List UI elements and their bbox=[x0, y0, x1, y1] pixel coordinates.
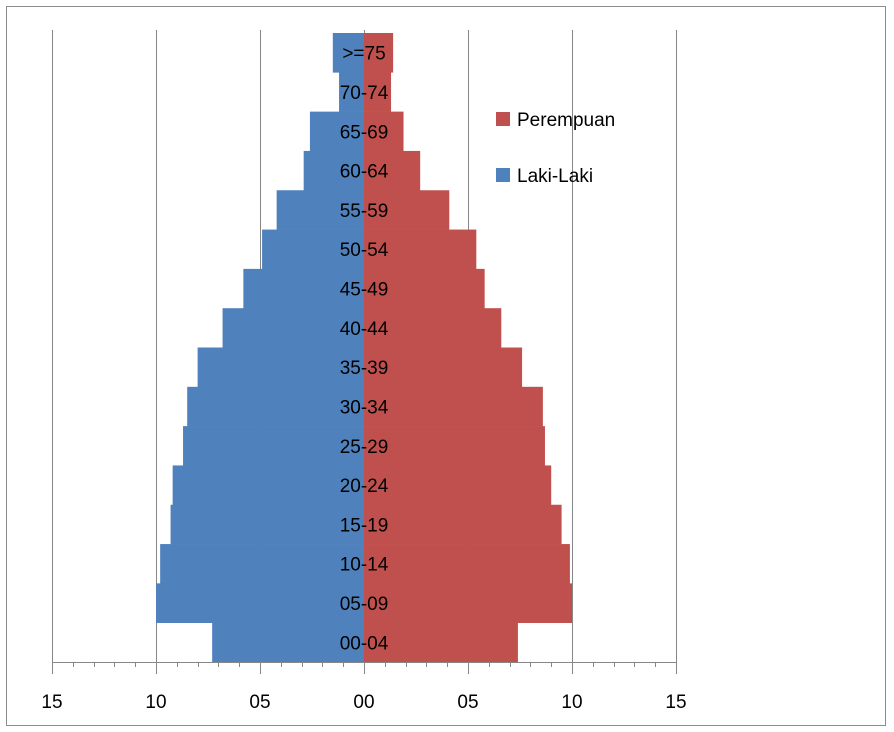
bar-perempuan-6569 bbox=[364, 111, 404, 152]
bar-laki-laki-3539 bbox=[197, 347, 364, 388]
bars bbox=[156, 33, 572, 663]
bar-perempuan-2529 bbox=[364, 426, 545, 466]
x-axis: 15 10 05 00 05 10 15 bbox=[41, 662, 687, 713]
bar-laki-laki-5559 bbox=[276, 190, 364, 230]
x-tick-label: 10 bbox=[561, 692, 582, 713]
x-tick-label: 15 bbox=[665, 692, 686, 713]
bar-perempuan-1014 bbox=[364, 544, 570, 584]
bar-perempuan-75 bbox=[364, 33, 394, 73]
bar-laki-laki-2529 bbox=[183, 426, 364, 466]
age-group-label: 35-39 bbox=[340, 358, 389, 379]
bar-laki-laki-75 bbox=[332, 33, 364, 73]
age-group-label: >=75 bbox=[342, 44, 385, 65]
age-group-label: 60-64 bbox=[340, 162, 389, 183]
bar-perempuan-4549 bbox=[364, 268, 485, 309]
bar-perempuan-3034 bbox=[364, 386, 543, 427]
bar-laki-laki-5054 bbox=[262, 229, 364, 270]
bar-perempuan-5559 bbox=[364, 190, 450, 230]
legend: Perempuan Laki-Laki bbox=[496, 110, 615, 187]
legend-swatch bbox=[496, 168, 510, 182]
age-group-label: 40-44 bbox=[340, 319, 389, 340]
bar-laki-laki-3034 bbox=[187, 386, 364, 427]
age-group-label: 30-34 bbox=[340, 397, 389, 418]
bar-perempuan-7074 bbox=[364, 72, 392, 112]
age-group-label: 05-09 bbox=[340, 594, 389, 615]
legend-label: Perempuan bbox=[517, 110, 615, 131]
bar-laki-laki-6064 bbox=[303, 150, 364, 191]
x-tick-label: 05 bbox=[457, 692, 478, 713]
age-group-label: 25-29 bbox=[340, 437, 389, 458]
legend-label: Laki-Laki bbox=[517, 166, 593, 187]
age-group-label: 15-19 bbox=[340, 515, 389, 536]
bar-laki-laki-0004 bbox=[212, 622, 364, 663]
population-pyramid-chart: 15 10 05 00 05 10 15 00-04 05-09 10-14 15-19 20-24… bbox=[41, 30, 687, 713]
bar-laki-laki-1014 bbox=[160, 544, 364, 584]
age-group-label: 10-14 bbox=[340, 555, 389, 576]
bar-perempuan-6064 bbox=[364, 150, 421, 191]
bar-perempuan-0004 bbox=[364, 622, 518, 663]
bar-laki-laki-6569 bbox=[309, 111, 364, 152]
age-group-label: 70-74 bbox=[340, 83, 389, 104]
age-group-label: 45-49 bbox=[340, 280, 389, 301]
age-group-label: 55-59 bbox=[340, 201, 389, 222]
bar-laki-laki-1519 bbox=[170, 504, 364, 545]
bar-laki-laki-0509 bbox=[156, 583, 364, 623]
age-group-labels: 00-04 05-09 10-14 15-19 20-24 25-29 30-34 35-39… bbox=[340, 44, 389, 655]
chart-frame: 15 10 05 00 05 10 15 00-04 05-09 10-14 15-19 20-24… bbox=[6, 6, 886, 726]
age-group-label: 65-69 bbox=[340, 122, 389, 143]
bar-laki-laki-4044 bbox=[222, 308, 364, 348]
legend-swatch bbox=[496, 112, 510, 126]
bar-perempuan-3539 bbox=[364, 347, 523, 388]
bar-perempuan-4044 bbox=[364, 308, 502, 348]
bar-laki-laki-7074 bbox=[339, 72, 364, 112]
bar-laki-laki-2024 bbox=[172, 465, 364, 506]
bar-perempuan-1519 bbox=[364, 504, 562, 545]
age-group-label: 20-24 bbox=[340, 476, 389, 497]
bar-perempuan-0509 bbox=[364, 583, 572, 623]
x-tick-label: 10 bbox=[145, 692, 166, 713]
bar-perempuan-2024 bbox=[364, 465, 552, 506]
x-tick-label: 15 bbox=[41, 692, 62, 713]
x-tick-label: 05 bbox=[249, 692, 270, 713]
age-group-label: 00-04 bbox=[340, 633, 389, 654]
x-tick-label: 00 bbox=[353, 692, 374, 713]
age-group-label: 50-54 bbox=[340, 240, 389, 261]
bar-laki-laki-4549 bbox=[243, 268, 364, 309]
bar-perempuan-5054 bbox=[364, 229, 477, 270]
